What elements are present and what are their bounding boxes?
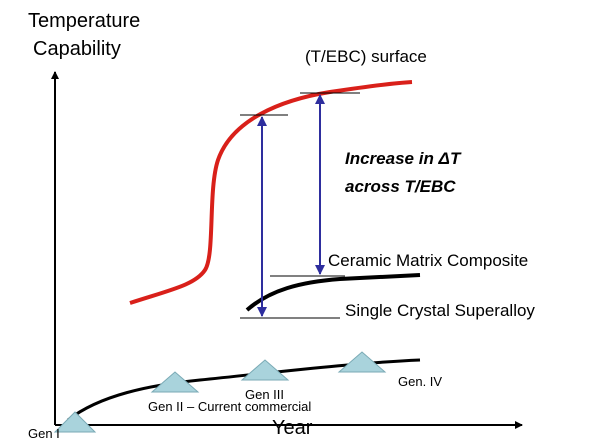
gen-marker bbox=[150, 371, 200, 393]
y-axis-label: Capability bbox=[33, 38, 121, 60]
gen-label: Gen III bbox=[245, 387, 284, 402]
gen-label: Gen II – Current commercial bbox=[148, 399, 311, 414]
x-axis-label: Year bbox=[272, 417, 313, 439]
gen-label: Gen. IV bbox=[398, 374, 442, 389]
curve-label: Single Crystal Superalloy bbox=[345, 301, 535, 320]
curve-label: Ceramic Matrix Composite bbox=[328, 251, 528, 270]
gen-label: Gen I bbox=[28, 426, 60, 440]
annotation: Increase in ΔT bbox=[345, 149, 462, 168]
gen-marker bbox=[240, 359, 290, 381]
curve-label: (T/EBC) surface bbox=[305, 47, 427, 66]
surface-curve bbox=[129, 80, 413, 305]
gen-marker bbox=[53, 411, 97, 433]
gen-marker bbox=[337, 351, 387, 373]
y-axis-label: Temperature bbox=[28, 10, 140, 32]
cmc-curve bbox=[245, 273, 421, 312]
annotation: across T/EBC bbox=[345, 177, 456, 196]
